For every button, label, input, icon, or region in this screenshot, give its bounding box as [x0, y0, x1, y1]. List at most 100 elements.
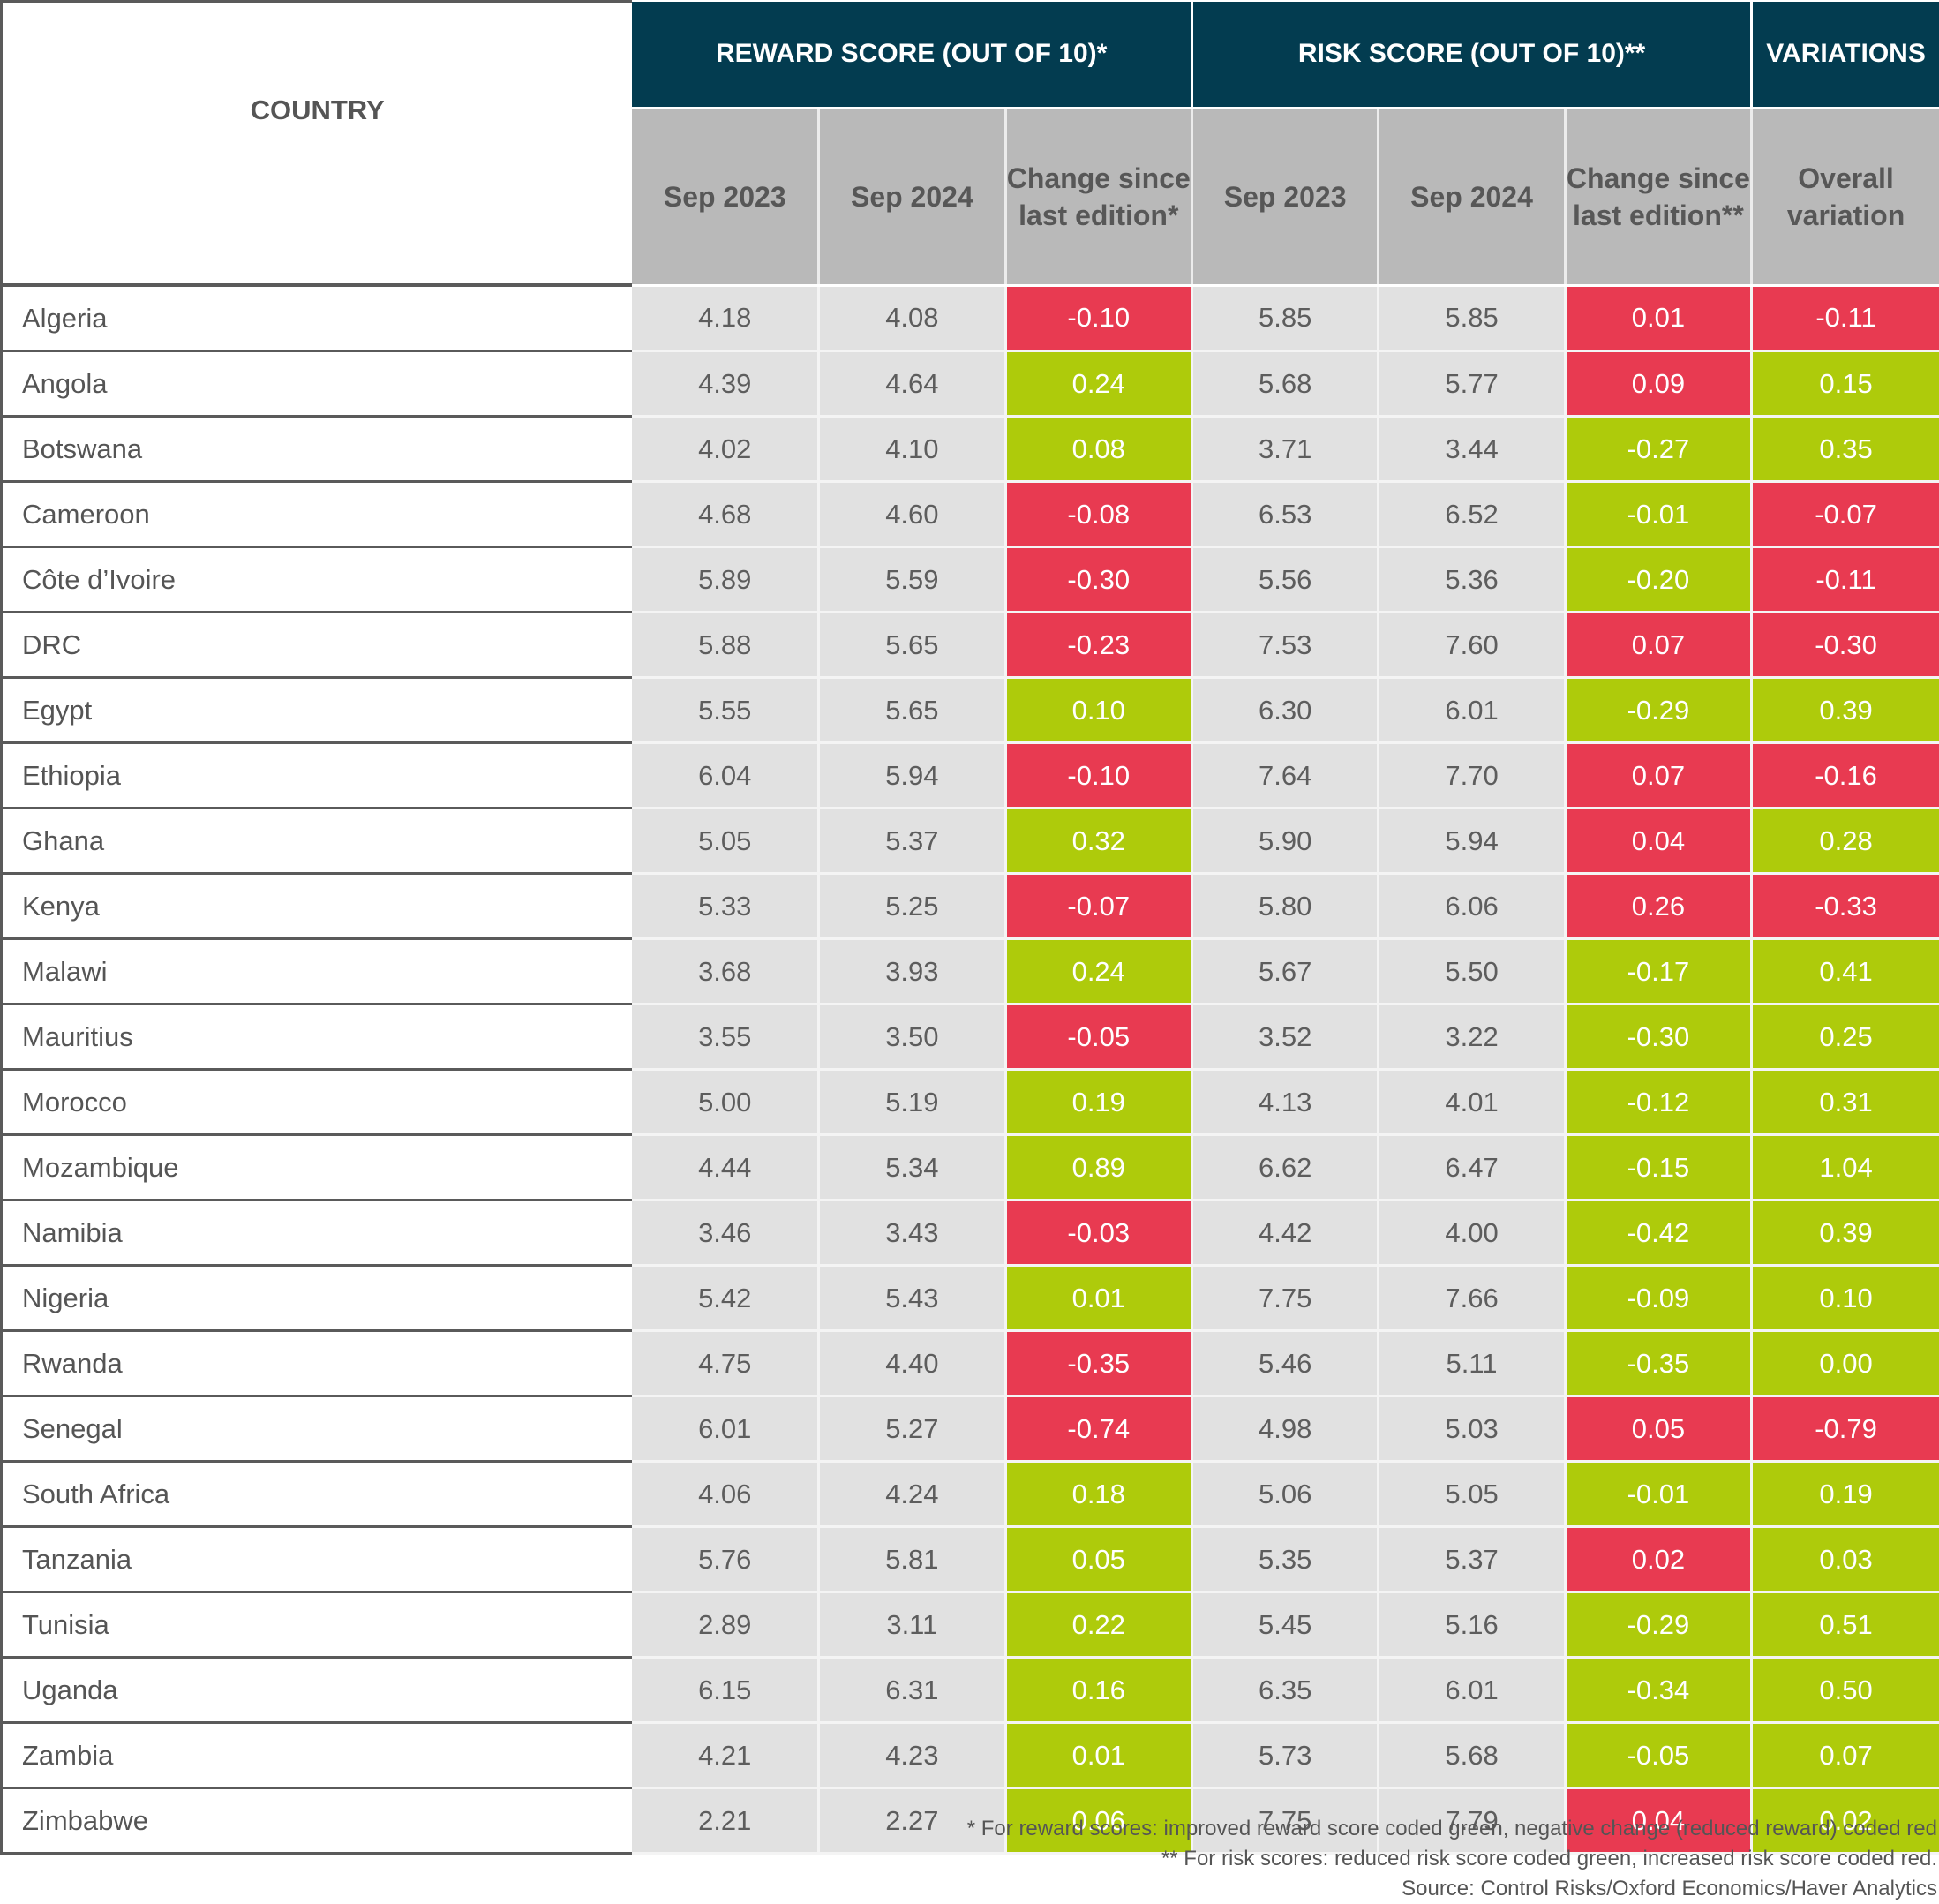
risk-change-cell: 0.05: [1565, 1396, 1751, 1462]
overall-variation-cell: -0.33: [1752, 874, 1939, 939]
risk-change-cell: 0.07: [1565, 613, 1751, 678]
country-name-cell: Angola: [2, 351, 633, 417]
risk-sep-2023-cell: 5.67: [1191, 939, 1378, 1005]
country-name-cell: Zambia: [2, 1723, 633, 1788]
country-name-cell: Kenya: [2, 874, 633, 939]
country-name-cell: Côte d’Ivoire: [2, 547, 633, 613]
risk-change-cell: 0.26: [1565, 874, 1751, 939]
overall-variation-cell: -0.11: [1752, 285, 1939, 351]
reward-sep-2023-cell: 3.68: [632, 939, 818, 1005]
risk-change-cell: -0.35: [1565, 1331, 1751, 1396]
reward-change-cell: 0.01: [1005, 1266, 1191, 1331]
reward-sep-2024-cell: 4.10: [819, 417, 1005, 482]
risk-sep-2024-cell: 6.52: [1379, 482, 1565, 547]
risk-sep-2024-cell: 5.37: [1379, 1527, 1565, 1592]
overall-variation-cell: -0.16: [1752, 743, 1939, 809]
reward-sep-2023-cell: 2.89: [632, 1592, 818, 1658]
risk-sep-2023-cell: 5.06: [1191, 1462, 1378, 1527]
risk-sep-2023-cell: 6.35: [1191, 1658, 1378, 1723]
reward-sep-2023-cell: 4.39: [632, 351, 818, 417]
reward-sep-2024-cell: 4.40: [819, 1331, 1005, 1396]
reward-sep-2023-cell: 4.02: [632, 417, 818, 482]
reward-change-cell: 0.05: [1005, 1527, 1191, 1592]
reward-change-cell: -0.10: [1005, 743, 1191, 809]
source-note: Source: Control Risks/Oxford Economics/H…: [967, 1874, 1937, 1904]
risk-coding-footnote: ** For risk scores: reduced risk score c…: [967, 1844, 1937, 1874]
risk-change-cell: -0.01: [1565, 1462, 1751, 1527]
reward-change-cell: -0.05: [1005, 1005, 1191, 1070]
risk-sep-2024-cell: 3.44: [1379, 417, 1565, 482]
overall-variation-cell: 0.15: [1752, 351, 1939, 417]
risk-change-cell: -0.29: [1565, 678, 1751, 743]
country-name-cell: Egypt: [2, 678, 633, 743]
reward-sep-2023-cell: 4.18: [632, 285, 818, 351]
risk-sep-2023-cell: 5.35: [1191, 1527, 1378, 1592]
reward-change-cell: 0.18: [1005, 1462, 1191, 1527]
reward-sep-2023-cell: 4.06: [632, 1462, 818, 1527]
overall-variation-cell: 0.00: [1752, 1331, 1939, 1396]
country-name-cell: Ethiopia: [2, 743, 633, 809]
reward-change-cell: 0.10: [1005, 678, 1191, 743]
reward-sep-2024-cell: 5.34: [819, 1135, 1005, 1200]
country-name-cell: Zimbabwe: [2, 1788, 633, 1854]
risk-sep-2023-cell: 3.71: [1191, 417, 1378, 482]
risk-change-header: Change since last edition**: [1565, 108, 1751, 285]
risk-change-cell: -0.05: [1565, 1723, 1751, 1788]
risk-sep-2024-cell: 5.85: [1379, 285, 1565, 351]
risk-change-cell: 0.09: [1565, 351, 1751, 417]
risk-sep-2023-header: Sep 2023: [1191, 108, 1378, 285]
reward-change-cell: 0.22: [1005, 1592, 1191, 1658]
reward-sep-2024-cell: 4.08: [819, 285, 1005, 351]
reward-change-cell: 0.01: [1005, 1723, 1191, 1788]
reward-sep-2024-cell: 3.50: [819, 1005, 1005, 1070]
risk-sep-2023-cell: 6.30: [1191, 678, 1378, 743]
overall-variation-cell: -0.79: [1752, 1396, 1939, 1462]
reward-sep-2024-cell: 5.94: [819, 743, 1005, 809]
reward-sep-2023-cell: 6.04: [632, 743, 818, 809]
reward-sep-2023-cell: 4.21: [632, 1723, 818, 1788]
reward-sep-2024-cell: 6.31: [819, 1658, 1005, 1723]
reward-change-cell: -0.03: [1005, 1200, 1191, 1266]
reward-change-cell: -0.35: [1005, 1331, 1191, 1396]
footnotes: * For reward scores: improved reward sco…: [967, 1814, 1937, 1904]
variations-group-header: VARIATIONS: [1752, 2, 1939, 109]
risk-sep-2024-cell: 5.16: [1379, 1592, 1565, 1658]
reward-sep-2024-cell: 5.25: [819, 874, 1005, 939]
overall-variation-header: Overall variation: [1752, 108, 1939, 285]
reward-sep-2023-cell: 5.33: [632, 874, 818, 939]
reward-sep-2024-header: Sep 2024: [819, 108, 1005, 285]
country-name-cell: Algeria: [2, 285, 633, 351]
country-name-cell: South Africa: [2, 1462, 633, 1527]
reward-sep-2024-cell: 4.24: [819, 1462, 1005, 1527]
risk-sep-2023-cell: 6.62: [1191, 1135, 1378, 1200]
risk-sep-2024-cell: 5.94: [1379, 809, 1565, 874]
risk-change-cell: -0.20: [1565, 547, 1751, 613]
risk-change-cell: 0.04: [1565, 809, 1751, 874]
overall-variation-cell: 0.39: [1752, 678, 1939, 743]
reward-sep-2023-cell: 3.55: [632, 1005, 818, 1070]
country-name-cell: Mauritius: [2, 1005, 633, 1070]
reward-change-cell: 0.08: [1005, 417, 1191, 482]
group-header-row: COUNTRY REWARD SCORE (OUT OF 10)* RISK S…: [2, 2, 1939, 109]
risk-sep-2024-cell: 5.03: [1379, 1396, 1565, 1462]
risk-change-cell: -0.01: [1565, 482, 1751, 547]
overall-variation-cell: 0.31: [1752, 1070, 1939, 1135]
risk-sep-2023-cell: 5.56: [1191, 547, 1378, 613]
risk-score-group-header: RISK SCORE (OUT OF 10)**: [1191, 2, 1751, 109]
risk-change-cell: -0.17: [1565, 939, 1751, 1005]
country-column-header: COUNTRY: [2, 2, 633, 286]
risk-sep-2023-cell: 5.85: [1191, 285, 1378, 351]
reward-sep-2024-cell: 5.65: [819, 678, 1005, 743]
reward-sep-2023-cell: 2.21: [632, 1788, 818, 1854]
reward-sep-2024-cell: 5.65: [819, 613, 1005, 678]
overall-variation-cell: 0.50: [1752, 1658, 1939, 1723]
risk-sep-2024-cell: 3.22: [1379, 1005, 1565, 1070]
